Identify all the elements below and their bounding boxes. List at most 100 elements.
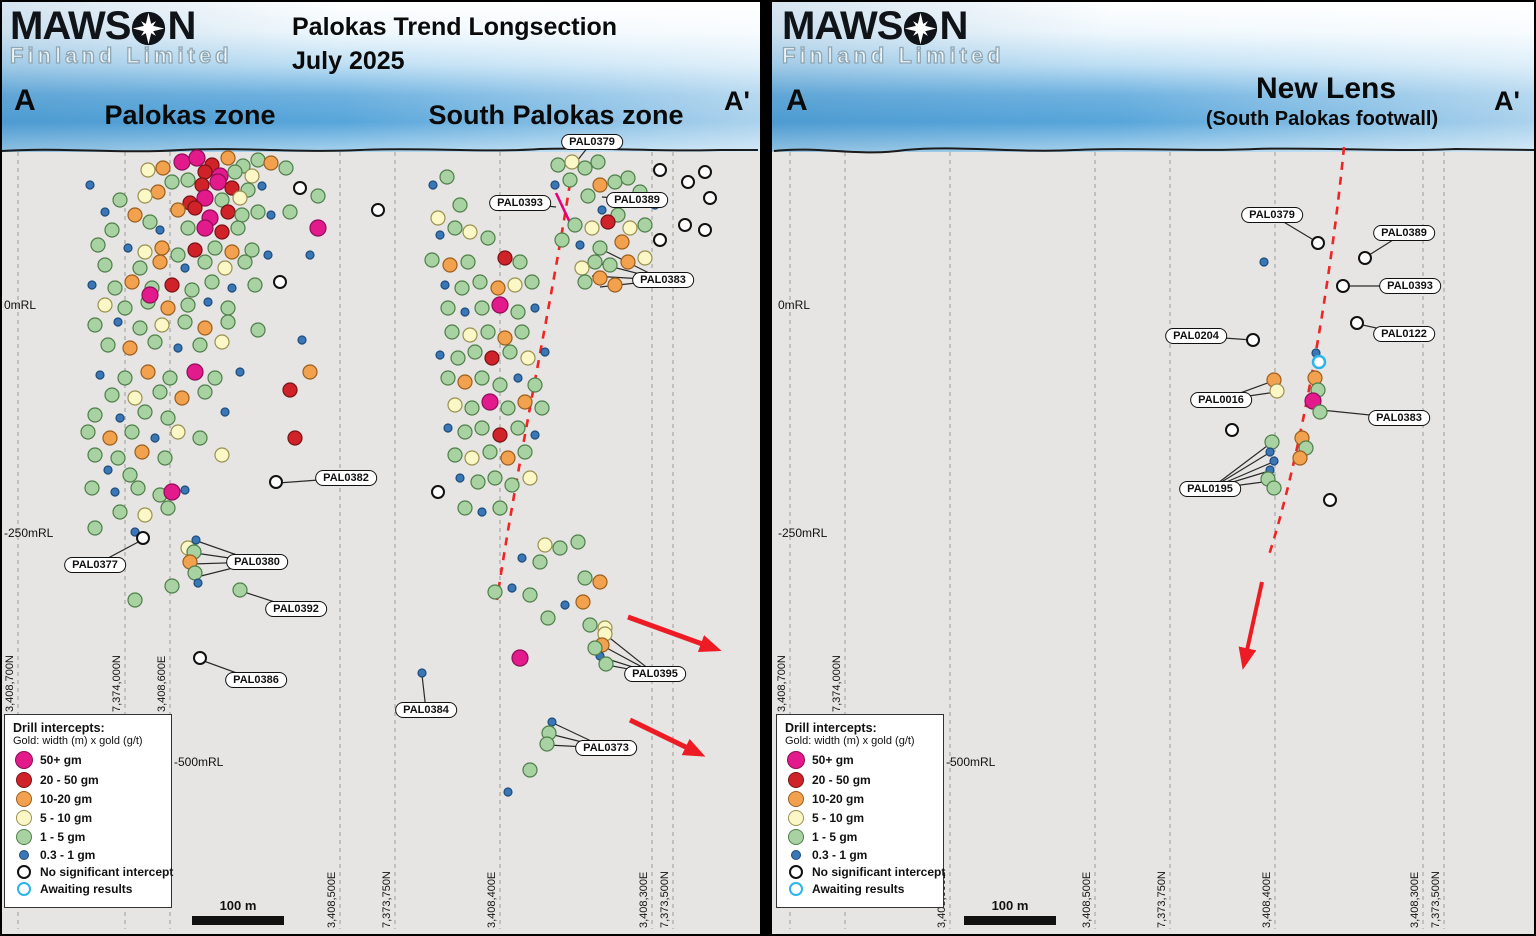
legend-subtitle: Gold: width (m) x gold (g/t) xyxy=(13,735,143,747)
scale-bar-rect xyxy=(192,916,284,925)
logo-subtitle: Finland Limited xyxy=(9,43,233,68)
legend-symbol-03-icon xyxy=(791,850,801,860)
legend-symbol-10-icon xyxy=(788,791,804,807)
legend-item: 1 - 5 gm xyxy=(13,829,163,845)
scale-bar: 100 m xyxy=(190,898,286,925)
figure-title-line2: July 2025 xyxy=(292,47,405,75)
legend-symbol-holder xyxy=(13,850,35,860)
legend-symbol-holder xyxy=(13,810,35,826)
legend-item: 10-20 gm xyxy=(13,791,163,807)
sky-gradient xyxy=(772,2,1534,152)
legend-items: 50+ gm 20 - 50 gm 10-20 gm 5 - 10 gm 1 - 5 g… xyxy=(13,751,173,896)
drill-hole-label: PAL0389 xyxy=(606,192,668,208)
legend-item: 50+ gm xyxy=(13,751,163,769)
legend-symbol-holder xyxy=(785,850,807,860)
drill-hole-label: PAL0122 xyxy=(1373,326,1435,342)
legend-symbol-holder xyxy=(785,829,807,845)
legend-symbol-1-icon xyxy=(16,829,32,845)
elevation-label: 0mRL xyxy=(4,298,37,312)
legend-symbol-10-icon xyxy=(16,791,32,807)
zone-label-south-palokas: South Palokas zone xyxy=(428,100,684,130)
drill-hole-label: PAL0395 xyxy=(624,666,686,682)
drill-hole-label: PAL0379 xyxy=(561,134,623,150)
legend-item-label: 20 - 50 gm xyxy=(40,773,99,787)
legend-symbol-holder xyxy=(13,829,35,845)
legend-symbol-holder xyxy=(785,791,807,807)
coordinate-gridline-label: 7,374,000N xyxy=(111,655,123,712)
coordinate-gridline-label: 3,408,400E xyxy=(486,871,498,928)
legend-items: 50+ gm 20 - 50 gm 10-20 gm 5 - 10 gm 1 - 5 g… xyxy=(785,751,945,896)
logo-text-end: N xyxy=(167,4,196,48)
legend-symbol-03-icon xyxy=(19,850,29,860)
legend-symbol-holder xyxy=(785,751,807,769)
legend-item-label: Awaiting results xyxy=(812,882,905,896)
drill-hole-label: PAL0380 xyxy=(226,554,288,570)
legend-symbol-20-icon xyxy=(788,772,804,788)
elevation-label: -250mRL xyxy=(4,526,54,540)
legend-symbol-holder xyxy=(13,865,35,879)
drill-hole-label: PAL0383 xyxy=(1368,410,1430,426)
legend-symbol-holder xyxy=(785,772,807,788)
scale-bar-rect xyxy=(964,916,1056,925)
zone-label-palokas: Palokas zone xyxy=(104,100,276,130)
legend-item-label: 1 - 5 gm xyxy=(812,830,858,844)
legend-symbol-50-icon xyxy=(15,751,33,769)
coordinate-gridline-label: 7,373,750N xyxy=(381,871,393,928)
drill-hole-label: PAL0393 xyxy=(1379,278,1441,294)
elevation-label: -500mRL xyxy=(946,755,996,769)
legend-title: Drill intercepts: xyxy=(13,721,105,735)
legend-symbol-50-icon xyxy=(787,751,805,769)
drill-hole-label: PAL0016 xyxy=(1190,392,1252,408)
compass-icon xyxy=(132,11,166,45)
legend-item-label: 5 - 10 gm xyxy=(812,811,865,825)
mawson-logo: MAWS N Finland Limited xyxy=(9,4,233,68)
mawson-logo: MAWS N Finland Limited xyxy=(781,6,1005,68)
legend-symbol-holder xyxy=(13,751,35,769)
legend: Drill intercepts: Gold: width (m) x gold… xyxy=(776,714,945,908)
legend-item: Awaiting results xyxy=(785,882,935,896)
legend-item: 20 - 50 gm xyxy=(13,772,163,788)
section-marker-a-left: A xyxy=(14,84,36,117)
legend-item-label: 5 - 10 gm xyxy=(40,811,93,825)
logo-text-start: MAWS xyxy=(782,4,903,48)
new-lens-subtitle: (South Palokas footwall) xyxy=(1205,108,1439,130)
drill-hole-label: PAL0392 xyxy=(265,601,327,617)
legend-item-label: No significant intercept xyxy=(40,865,174,879)
new-lens-title: New Lens xyxy=(1255,72,1397,105)
legend-title: Drill intercepts: xyxy=(785,721,877,735)
legend-symbol-1-icon xyxy=(788,829,804,845)
legend-item-label: 50+ gm xyxy=(40,753,82,767)
sky-gradient xyxy=(2,2,760,152)
drill-hole-label: PAL0379 xyxy=(1241,207,1303,223)
legend-symbol-holder xyxy=(13,772,35,788)
coordinate-gridline-label: 3,408,500E xyxy=(326,871,338,928)
scale-bar-label: 100 m xyxy=(219,898,257,913)
legend-item-label: 1 - 5 gm xyxy=(40,830,86,844)
drill-hole-label: PAL0384 xyxy=(395,702,457,718)
legend-item: 0.3 - 1 gm xyxy=(785,848,935,862)
legend-item-label: 50+ gm xyxy=(812,753,854,767)
legend-symbol-ns-icon xyxy=(17,865,31,879)
legend-item-label: No significant intercept xyxy=(812,865,946,879)
legend-symbol-holder xyxy=(785,810,807,826)
coordinate-gridline-label: 3,408,300E xyxy=(638,871,650,928)
legend-symbol-holder xyxy=(785,882,807,896)
figure-title-line1: Palokas Trend Longsection xyxy=(292,13,618,41)
elevation-label: 0mRL xyxy=(778,298,811,312)
drill-hole-label: PAL0389 xyxy=(1373,225,1435,241)
coordinate-gridline-label: 3,408,600E xyxy=(156,655,168,712)
legend-item: No significant intercept xyxy=(13,865,173,879)
legend-item: 10-20 gm xyxy=(785,791,935,807)
legend-item-label: 10-20 gm xyxy=(40,792,93,806)
drill-hole-label: PAL0393 xyxy=(489,195,551,211)
legend-symbol-5-icon xyxy=(788,810,804,826)
coordinate-gridline-label: 7,373,500N xyxy=(659,871,671,928)
legend-item: 5 - 10 gm xyxy=(785,810,935,826)
coordinate-gridline-label: 3,408,700N xyxy=(4,655,16,712)
mawson-logo-word: MAWS N xyxy=(782,6,1005,46)
legend-symbol-aw-icon xyxy=(789,882,803,896)
coordinate-gridline-label: 3,408,500E xyxy=(1081,871,1093,928)
section-marker-a-right: A xyxy=(786,84,808,117)
logo-subtitle: Finland Limited xyxy=(781,43,1005,68)
legend-item: 0.3 - 1 gm xyxy=(13,848,163,862)
